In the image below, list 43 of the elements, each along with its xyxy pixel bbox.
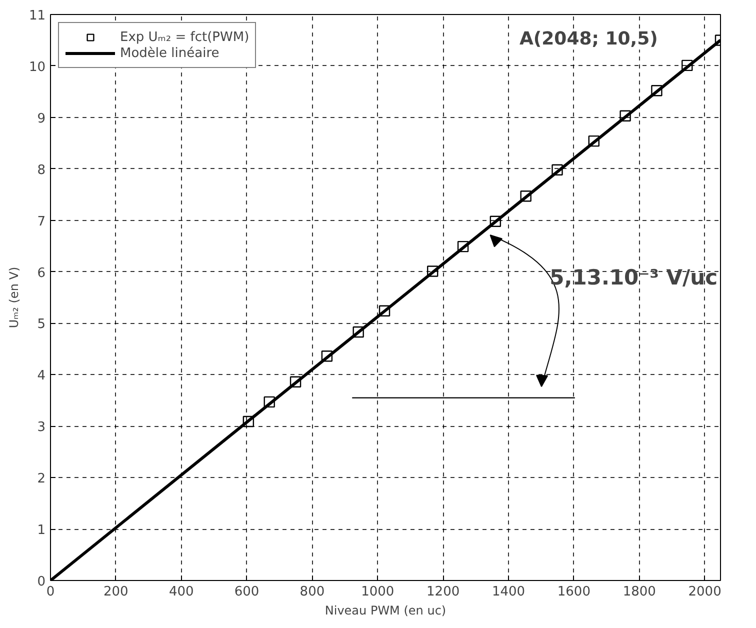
point — [352, 326, 364, 338]
point — [264, 396, 275, 408]
point — [651, 85, 662, 96]
y-tick-label: 3 — [37, 420, 46, 436]
point — [378, 305, 390, 316]
x-tick-label: 800 — [300, 584, 325, 600]
y-tick-label: 7 — [37, 214, 46, 230]
point — [552, 164, 563, 176]
y-axis-title: Uₘ₂ (en V) — [6, 266, 21, 328]
y-tick-label: 8 — [37, 162, 46, 178]
point — [682, 60, 693, 72]
point — [620, 110, 631, 122]
legend-label: Modèle linéaire — [120, 45, 220, 61]
point — [520, 190, 532, 202]
y-tick-label: 9 — [37, 111, 46, 126]
x-tick-label: 1400 — [492, 584, 526, 600]
annotation: 5,13.10⁻³ V/uc — [550, 266, 718, 290]
point — [242, 416, 254, 428]
y-tick-label: 6 — [37, 266, 46, 281]
y-tick-label: 11 — [28, 8, 46, 24]
legend-label: Exp Uₘ₂ = fct(PWM) — [120, 29, 250, 45]
x-tick-label: 2000 — [688, 584, 722, 600]
y-tick-label: 1 — [37, 523, 46, 538]
x-tick-label: 600 — [234, 584, 260, 600]
point — [490, 216, 502, 227]
y-tick-label: 4 — [37, 368, 46, 384]
y-tick-label: 10 — [28, 60, 46, 75]
x-tick-label: 1200 — [426, 584, 460, 600]
x-tick-label: 400 — [168, 584, 194, 600]
x-axis-title: Niveau PWM (en uc) — [324, 604, 446, 618]
point — [321, 350, 333, 362]
x-tick-label: 200 — [104, 584, 128, 600]
x-tick-label: 1600 — [557, 584, 590, 600]
point — [427, 266, 438, 277]
x-tick-label: 1000 — [361, 584, 394, 600]
annotation: A(2048; 10,5) — [520, 28, 658, 50]
y-tick-label: 0 — [37, 574, 46, 590]
x-tick-label: 1800 — [622, 584, 656, 600]
point — [588, 135, 600, 147]
point — [290, 376, 302, 388]
y-tick-label: 5 — [37, 317, 46, 332]
y-tick-label: 2 — [37, 472, 46, 487]
point — [457, 240, 469, 252]
